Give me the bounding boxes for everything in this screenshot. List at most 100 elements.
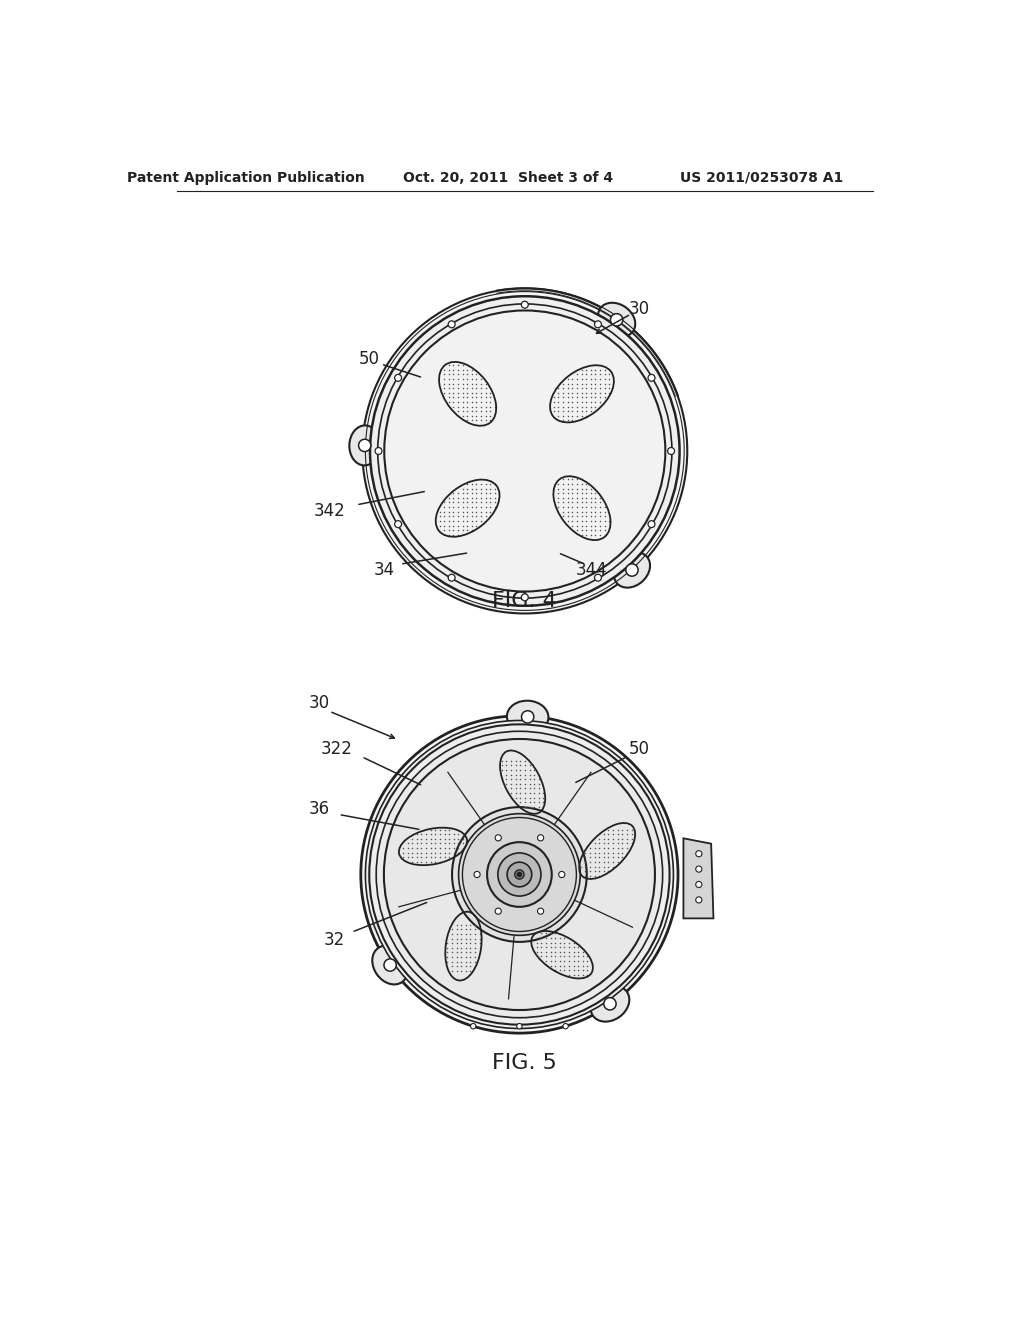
- Point: [453, 952, 469, 973]
- Circle shape: [449, 574, 455, 581]
- Point: [468, 478, 484, 499]
- Point: [534, 941, 550, 962]
- Point: [614, 837, 631, 858]
- Point: [499, 750, 515, 771]
- Point: [555, 374, 571, 395]
- Point: [561, 946, 578, 968]
- Point: [414, 838, 430, 859]
- Text: 50: 50: [629, 741, 649, 758]
- Circle shape: [668, 447, 675, 454]
- Point: [601, 378, 617, 399]
- Text: 322: 322: [321, 741, 353, 758]
- Point: [568, 515, 585, 536]
- Point: [578, 378, 594, 399]
- Point: [538, 932, 554, 953]
- Point: [445, 487, 462, 508]
- Ellipse shape: [376, 731, 663, 1018]
- Point: [482, 502, 499, 523]
- Point: [596, 842, 612, 863]
- Point: [473, 405, 489, 426]
- Point: [449, 928, 465, 949]
- Point: [559, 396, 575, 417]
- Point: [439, 942, 456, 964]
- Point: [459, 364, 475, 385]
- Point: [468, 392, 484, 413]
- Point: [449, 915, 465, 936]
- Point: [573, 474, 590, 495]
- Point: [432, 820, 449, 841]
- Point: [587, 506, 603, 527]
- Point: [597, 378, 613, 399]
- Point: [440, 492, 457, 513]
- Point: [477, 474, 494, 495]
- Circle shape: [610, 314, 623, 326]
- Point: [583, 374, 599, 395]
- Ellipse shape: [378, 304, 672, 598]
- Point: [450, 496, 466, 517]
- Point: [578, 865, 594, 886]
- Point: [503, 764, 519, 785]
- Point: [555, 411, 571, 432]
- Point: [574, 950, 591, 972]
- Point: [555, 405, 571, 426]
- Point: [564, 387, 581, 408]
- Point: [436, 506, 453, 527]
- Point: [482, 383, 499, 404]
- Point: [559, 492, 575, 513]
- Point: [499, 768, 515, 789]
- Text: 30: 30: [628, 300, 649, 318]
- Point: [517, 750, 534, 771]
- Point: [614, 833, 631, 854]
- Point: [477, 411, 494, 432]
- Point: [597, 368, 613, 389]
- Point: [443, 937, 460, 958]
- Point: [597, 359, 613, 380]
- Point: [528, 928, 545, 949]
- Point: [592, 520, 608, 541]
- Point: [467, 937, 483, 958]
- Point: [449, 937, 465, 958]
- Point: [592, 359, 608, 380]
- Point: [499, 774, 515, 795]
- Point: [591, 846, 607, 867]
- Point: [449, 919, 465, 940]
- Point: [443, 924, 460, 945]
- Circle shape: [695, 882, 701, 887]
- Point: [455, 511, 471, 532]
- Point: [564, 383, 581, 404]
- Circle shape: [695, 850, 701, 857]
- Point: [451, 842, 467, 863]
- Point: [556, 932, 572, 953]
- Point: [462, 961, 478, 982]
- Point: [583, 396, 599, 417]
- Point: [432, 824, 449, 845]
- Point: [521, 759, 538, 780]
- Point: [445, 368, 462, 389]
- Point: [559, 368, 575, 389]
- Point: [449, 924, 465, 945]
- Point: [423, 847, 439, 869]
- Point: [477, 478, 494, 499]
- Point: [464, 520, 480, 541]
- Point: [464, 368, 480, 389]
- Point: [459, 496, 475, 517]
- Point: [546, 392, 562, 413]
- Point: [583, 387, 599, 408]
- Point: [440, 383, 457, 404]
- Point: [499, 764, 515, 785]
- Point: [592, 515, 608, 536]
- Point: [468, 492, 484, 513]
- Point: [587, 374, 603, 395]
- Point: [552, 950, 568, 972]
- Point: [555, 506, 571, 527]
- Point: [436, 833, 453, 854]
- Point: [592, 387, 608, 408]
- Point: [445, 492, 462, 513]
- Point: [439, 933, 456, 954]
- Point: [482, 478, 499, 499]
- Point: [445, 359, 462, 380]
- Point: [559, 483, 575, 504]
- Point: [464, 359, 480, 380]
- Point: [453, 924, 469, 945]
- Ellipse shape: [349, 425, 380, 466]
